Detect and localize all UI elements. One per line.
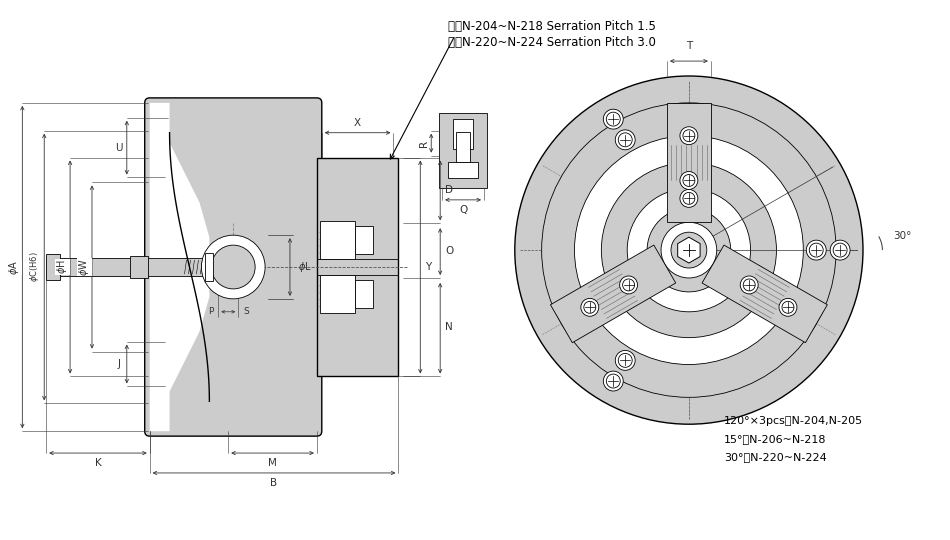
- Text: D: D: [446, 185, 453, 195]
- Circle shape: [683, 174, 694, 186]
- Circle shape: [782, 301, 794, 313]
- Circle shape: [683, 192, 694, 204]
- Circle shape: [680, 172, 698, 190]
- Text: K: K: [95, 458, 102, 468]
- Circle shape: [601, 163, 776, 338]
- Bar: [205, 253, 214, 281]
- Text: T: T: [686, 41, 692, 51]
- Polygon shape: [550, 245, 675, 343]
- Text: Q: Q: [459, 205, 467, 215]
- Bar: [354, 226, 372, 254]
- Circle shape: [661, 222, 716, 278]
- Circle shape: [603, 109, 623, 129]
- Circle shape: [606, 374, 620, 388]
- Circle shape: [616, 130, 636, 150]
- Bar: [453, 119, 473, 148]
- Bar: [448, 162, 478, 178]
- Circle shape: [515, 76, 863, 424]
- Text: R: R: [419, 140, 429, 147]
- Text: X: X: [354, 118, 361, 128]
- Text: P: P: [208, 307, 214, 316]
- Bar: [60, 258, 204, 276]
- Bar: [320, 275, 354, 313]
- Circle shape: [627, 188, 750, 312]
- Bar: [439, 113, 487, 188]
- Circle shape: [743, 279, 755, 291]
- Circle shape: [211, 245, 256, 289]
- Circle shape: [603, 371, 623, 391]
- Polygon shape: [150, 103, 209, 431]
- Circle shape: [542, 103, 836, 397]
- Text: $\phi$W: $\phi$W: [77, 258, 91, 276]
- Bar: [456, 132, 470, 162]
- Circle shape: [680, 190, 698, 207]
- Circle shape: [647, 208, 731, 292]
- Text: Y: Y: [425, 262, 431, 272]
- Circle shape: [618, 353, 632, 367]
- Text: 30°：N-220~N-224: 30°：N-220~N-224: [724, 452, 826, 462]
- Circle shape: [683, 130, 694, 141]
- Text: J: J: [118, 359, 121, 369]
- Text: 15°：N-206~N-218: 15°：N-206~N-218: [724, 434, 826, 444]
- Polygon shape: [667, 103, 711, 222]
- Circle shape: [830, 240, 850, 260]
- Bar: [130, 256, 147, 278]
- Polygon shape: [702, 245, 827, 343]
- FancyBboxPatch shape: [144, 98, 322, 436]
- Text: $\phi$C(H6): $\phi$C(H6): [28, 252, 41, 282]
- Text: $\phi$L: $\phi$L: [298, 260, 312, 274]
- Circle shape: [606, 112, 620, 126]
- Circle shape: [619, 276, 637, 294]
- Circle shape: [807, 240, 826, 260]
- Circle shape: [809, 243, 824, 257]
- Polygon shape: [677, 237, 700, 263]
- Bar: [47, 254, 60, 280]
- Text: $\phi$A: $\phi$A: [8, 260, 22, 274]
- Circle shape: [779, 299, 797, 316]
- Text: O: O: [446, 246, 453, 255]
- Text: S: S: [243, 307, 249, 316]
- Circle shape: [740, 276, 758, 294]
- Circle shape: [584, 301, 596, 313]
- Text: 排齒N-220~N-224 Serration Pitch 3.0: 排齒N-220~N-224 Serration Pitch 3.0: [448, 36, 656, 49]
- Circle shape: [201, 235, 265, 299]
- Text: N: N: [446, 322, 453, 332]
- Bar: [316, 158, 398, 376]
- Text: 120°×3pcs：N-204,N-205: 120°×3pcs：N-204,N-205: [724, 416, 863, 426]
- Circle shape: [580, 299, 598, 316]
- Text: 30°: 30°: [893, 231, 911, 241]
- Text: 排齒N-204~N-218 Serration Pitch 1.5: 排齒N-204~N-218 Serration Pitch 1.5: [448, 20, 656, 33]
- Circle shape: [575, 136, 804, 364]
- Text: B: B: [271, 478, 277, 488]
- Bar: [354, 280, 372, 308]
- Circle shape: [618, 133, 632, 147]
- Text: U: U: [115, 143, 123, 153]
- Circle shape: [680, 127, 698, 145]
- Text: M: M: [268, 458, 277, 468]
- Text: $\phi$H: $\phi$H: [55, 260, 69, 274]
- Circle shape: [671, 232, 707, 268]
- Circle shape: [616, 350, 636, 370]
- Circle shape: [833, 243, 847, 257]
- Bar: [320, 221, 354, 259]
- Circle shape: [622, 279, 635, 291]
